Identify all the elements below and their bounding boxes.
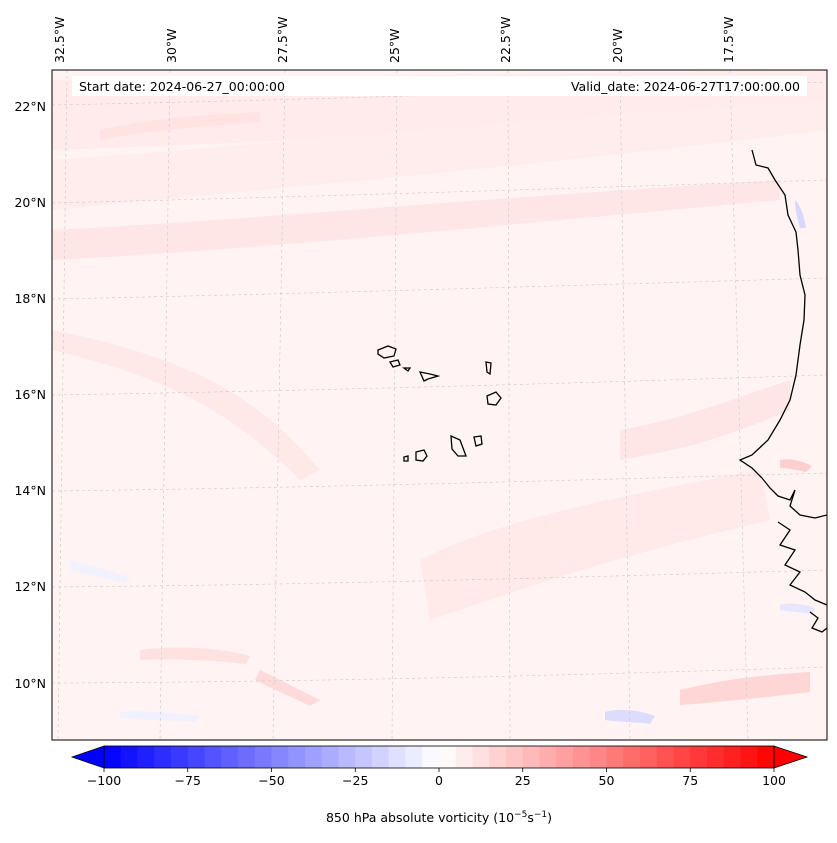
colorbar-segment — [606, 746, 624, 768]
lat-label-22n: 22°N — [14, 99, 46, 114]
colorbar-tick-label: 75 — [682, 773, 698, 788]
header-box — [72, 76, 807, 96]
island-sal — [485, 361, 492, 376]
coastlines — [377, 149, 827, 633]
colorbar-segment — [556, 746, 574, 768]
lon-label-25w: 25°W — [387, 28, 402, 63]
colorbar-tick-label: 0 — [435, 773, 443, 788]
map-frame — [51, 69, 828, 741]
colorbar-segment — [439, 746, 457, 768]
colorbar-segment — [338, 746, 356, 768]
colorbar-segment — [757, 746, 775, 768]
lat-label-18n: 18°N — [14, 291, 46, 306]
lat-label-10n: 10°N — [14, 676, 46, 691]
island-santo-antao — [377, 345, 397, 359]
colorbar-segment — [673, 746, 691, 768]
latitude-labels: 22°N 20°N 18°N 16°N 14°N 12°N 10°N — [14, 99, 46, 691]
colorbar-segment — [623, 746, 641, 768]
colorbar-segment — [187, 746, 205, 768]
colorbar-segment — [137, 746, 155, 768]
island-sao-nicolau — [418, 371, 441, 382]
start-date-text: Start date: 2024-06-27_00:00:00 — [79, 79, 285, 94]
colorbar-segment — [221, 746, 239, 768]
island-fogo — [415, 449, 428, 462]
island-maio — [473, 435, 483, 447]
island-santa-luzia — [402, 367, 412, 372]
island-santiago — [450, 434, 467, 457]
lat-label-12n: 12°N — [14, 579, 46, 594]
colorbar-label: 850 hPa absolute vorticity (10−5s−1) — [326, 810, 552, 825]
colorbar-segment — [656, 746, 674, 768]
colorbar-segment — [405, 746, 423, 768]
island-brava — [403, 455, 409, 462]
lon-label-17-5w: 17.5°W — [721, 17, 736, 63]
colorbar-segment — [455, 746, 473, 768]
colorbar-segment — [489, 746, 507, 768]
colorbar-segment — [238, 746, 256, 768]
lon-label-32-5w: 32.5°W — [52, 17, 67, 63]
lat-label-16n: 16°N — [14, 387, 46, 402]
lat-label-20n: 20°N — [14, 195, 46, 210]
lon-label-27-5w: 27.5°W — [275, 17, 290, 63]
colorbar-segment — [472, 746, 490, 768]
lon-label-20w: 20°W — [610, 28, 625, 63]
lon-label-22-5w: 22.5°W — [498, 17, 513, 63]
lat-label-14n: 14°N — [14, 483, 46, 498]
colorbar-ticks: −100 −75 −50 −25 0 25 50 75 100 — [87, 768, 786, 788]
island-sao-vicente — [388, 359, 401, 368]
colorbar-left-arrow — [70, 745, 105, 769]
colorbar-segment — [204, 746, 222, 768]
colorbar-segment — [539, 746, 557, 768]
colorbar-segment — [506, 746, 524, 768]
longitude-labels: 32.5°W 30°W 27.5°W 25°W 22.5°W 20°W 17.5… — [52, 17, 736, 63]
colorbar-segment — [707, 746, 725, 768]
colorbar-tick-label: −25 — [342, 773, 368, 788]
colorbar-segment — [740, 746, 758, 768]
colorbar-segment — [271, 746, 289, 768]
colorbar-tick-label: −100 — [87, 773, 121, 788]
colorbar-segment — [388, 746, 406, 768]
colorbar-segment — [321, 746, 339, 768]
colorbar-segment — [254, 746, 272, 768]
colorbar-segment — [690, 746, 708, 768]
colorbar-segment — [355, 746, 373, 768]
colorbar-segment — [573, 746, 591, 768]
colorbar-tick-label: 100 — [762, 773, 786, 788]
colorbar-tick-label: −50 — [258, 773, 284, 788]
colorbar-right-arrow — [773, 745, 809, 769]
valid-date-text: Valid_date: 2024-06-27T17:00:00.00 — [571, 79, 800, 94]
colorbar-segment — [120, 746, 138, 768]
colorbar-segment — [288, 746, 306, 768]
colorbar-tick-label: 50 — [599, 773, 615, 788]
island-boa-vista — [486, 391, 502, 406]
colorbar-tick-label: −75 — [175, 773, 201, 788]
colorbar-tick-label: 25 — [515, 773, 531, 788]
colorbar-segment — [372, 746, 390, 768]
colorbar-segment — [589, 746, 607, 768]
lon-label-30w: 30°W — [164, 28, 179, 63]
africa-coastline — [738, 149, 827, 633]
colorbar-segment — [171, 746, 189, 768]
colorbar-segment — [640, 746, 658, 768]
graticule — [52, 70, 827, 740]
colorbar-segment — [154, 746, 172, 768]
colorbar-segment — [723, 746, 741, 768]
colorbar-segment — [104, 746, 122, 768]
colorbar: −100 −75 −50 −25 0 25 50 75 100 850 hPa absolute… — [70, 745, 809, 825]
colorbar-segments — [104, 746, 775, 768]
vorticity-field — [52, 70, 827, 740]
colorbar-segment — [522, 746, 540, 768]
colorbar-segment — [422, 746, 440, 768]
colorbar-segment — [305, 746, 323, 768]
